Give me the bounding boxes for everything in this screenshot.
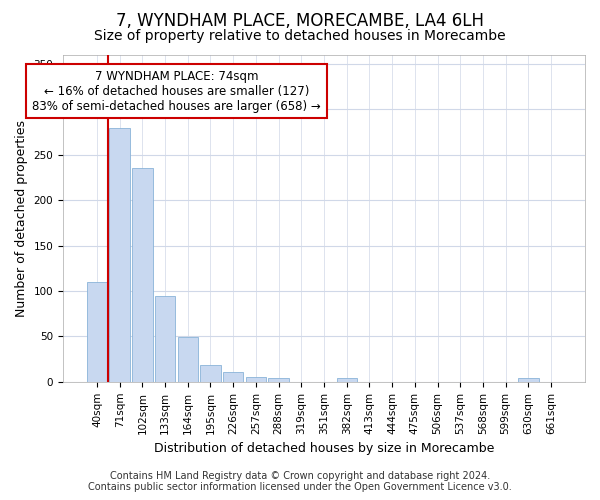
Text: 7, WYNDHAM PLACE, MORECAMBE, LA4 6LH: 7, WYNDHAM PLACE, MORECAMBE, LA4 6LH — [116, 12, 484, 30]
Bar — [155, 296, 175, 382]
Bar — [109, 128, 130, 382]
Bar — [200, 366, 221, 382]
Bar — [87, 282, 107, 382]
Bar — [178, 338, 198, 382]
Bar — [223, 372, 244, 382]
Bar — [337, 378, 357, 382]
Bar — [268, 378, 289, 382]
Text: Size of property relative to detached houses in Morecambe: Size of property relative to detached ho… — [94, 29, 506, 43]
Bar — [245, 378, 266, 382]
Text: 7 WYNDHAM PLACE: 74sqm
← 16% of detached houses are smaller (127)
83% of semi-de: 7 WYNDHAM PLACE: 74sqm ← 16% of detached… — [32, 70, 321, 112]
Y-axis label: Number of detached properties: Number of detached properties — [15, 120, 28, 317]
X-axis label: Distribution of detached houses by size in Morecambe: Distribution of detached houses by size … — [154, 442, 494, 455]
Text: Contains HM Land Registry data © Crown copyright and database right 2024.
Contai: Contains HM Land Registry data © Crown c… — [88, 471, 512, 492]
Bar — [132, 168, 152, 382]
Bar — [518, 378, 539, 382]
